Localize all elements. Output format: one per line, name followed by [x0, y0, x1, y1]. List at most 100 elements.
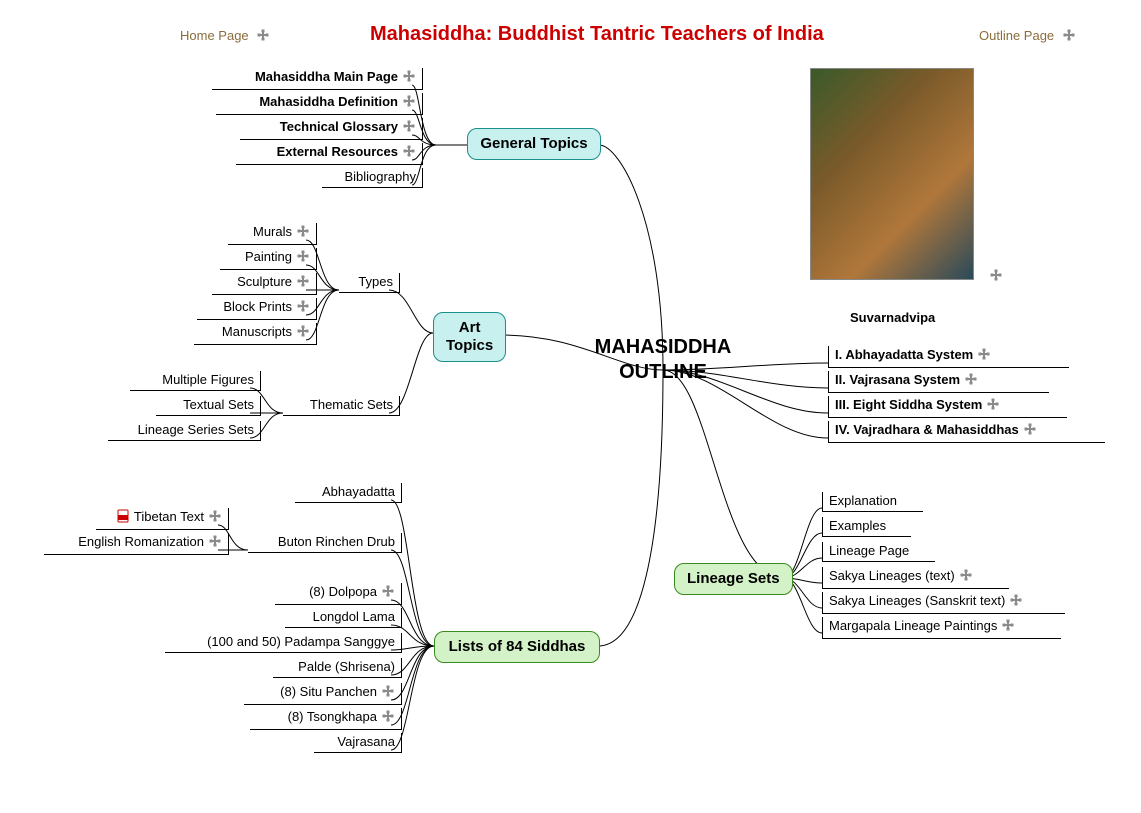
leaf-label: Textual Sets — [183, 397, 254, 412]
leaf-label: External Resources — [277, 144, 398, 159]
pdf-icon — [116, 509, 130, 526]
page-title: Mahasiddha: Buddhist Tantric Teachers of… — [370, 23, 824, 46]
system-3[interactable]: IV. Vajradhara & Mahasiddhas — [828, 421, 1105, 443]
art-type-0[interactable]: Murals — [228, 223, 317, 245]
art-sub-types[interactable]: Types — [339, 273, 400, 293]
expand-icon[interactable] — [989, 268, 1003, 287]
expand-icon[interactable] — [381, 684, 395, 701]
art-type-3[interactable]: Block Prints — [197, 298, 317, 320]
leaf-label: III. Eight Siddha System — [835, 397, 982, 412]
lists-item-4[interactable]: (100 and 50) Padampa Sanggye — [165, 633, 402, 653]
leaf-label: Technical Glossary — [280, 119, 398, 134]
thumbnail-image[interactable] — [810, 68, 974, 280]
leaf-label: Manuscripts — [222, 324, 292, 339]
leaf-label: Buton Rinchen Drub — [278, 534, 395, 549]
hub-general[interactable]: General Topics — [467, 128, 601, 160]
expand-icon[interactable] — [256, 28, 270, 45]
lists-item-1[interactable]: Buton Rinchen Drub — [248, 533, 402, 553]
leaf-label: Sculpture — [237, 274, 292, 289]
art-thematic-0[interactable]: Multiple Figures — [130, 371, 261, 391]
leaf-label: Abhayadatta — [322, 484, 395, 499]
system-1[interactable]: II. Vajrasana System — [828, 371, 1049, 393]
leaf-label: Mahasiddha Main Page — [255, 69, 398, 84]
expand-icon[interactable] — [296, 324, 310, 341]
hub-lineage[interactable]: Lineage Sets — [674, 563, 793, 595]
art-type-2[interactable]: Sculpture — [212, 273, 317, 295]
leaf-label: Lineage Series Sets — [138, 422, 254, 437]
leaf-label: Multiple Figures — [162, 372, 254, 387]
expand-icon[interactable] — [1001, 618, 1015, 635]
home-link[interactable]: Home Page — [180, 28, 270, 45]
lineage-item-1[interactable]: Examples — [822, 517, 911, 537]
expand-icon[interactable] — [977, 347, 991, 364]
expand-icon[interactable] — [402, 94, 416, 111]
leaf-label: (8) Situ Panchen — [280, 684, 377, 699]
mindmap-canvas: Mahasiddha: Buddhist Tantric Teachers of… — [0, 0, 1141, 813]
expand-icon[interactable] — [296, 249, 310, 266]
lineage-item-5[interactable]: Margapala Lineage Paintings — [822, 617, 1061, 639]
expand-icon[interactable] — [1062, 28, 1076, 45]
lineage-item-0[interactable]: Explanation — [822, 492, 923, 512]
leaf-label: (8) Dolpopa — [309, 584, 377, 599]
expand-icon[interactable] — [964, 372, 978, 389]
lists-item-0[interactable]: Abhayadatta — [295, 483, 402, 503]
lists-item-5[interactable]: Palde (Shrisena) — [273, 658, 402, 678]
hub-art[interactable]: ArtTopics — [433, 312, 506, 362]
general-item-1[interactable]: Mahasiddha Definition — [216, 93, 423, 115]
center-line2: OUTLINE — [619, 361, 707, 383]
expand-icon[interactable] — [402, 69, 416, 86]
leaf-label: IV. Vajradhara & Mahasiddhas — [835, 422, 1019, 437]
art-thematic-2[interactable]: Lineage Series Sets — [108, 421, 261, 441]
expand-icon[interactable] — [959, 568, 973, 585]
lists-item-3[interactable]: Longdol Lama — [285, 608, 402, 628]
leaf-label: Longdol Lama — [313, 609, 395, 624]
art-type-1[interactable]: Painting — [220, 248, 317, 270]
lineage-item-3[interactable]: Sakya Lineages (text) — [822, 567, 1009, 589]
art-thematic-1[interactable]: Textual Sets — [156, 396, 261, 416]
expand-icon[interactable] — [381, 584, 395, 601]
outline-link-label: Outline Page — [979, 28, 1054, 43]
expand-icon[interactable] — [402, 119, 416, 136]
leaf-label: Explanation — [829, 493, 897, 508]
leaf-label: (100 and 50) Padampa Sanggye — [207, 634, 395, 649]
lists-item-2[interactable]: (8) Dolpopa — [275, 583, 402, 605]
system-0[interactable]: I. Abhayadatta System — [828, 346, 1069, 368]
system-2[interactable]: III. Eight Siddha System — [828, 396, 1067, 418]
outline-link[interactable]: Outline Page — [979, 28, 1076, 45]
leaf-label: Murals — [253, 224, 292, 239]
leaf-label: Thematic Sets — [310, 397, 393, 412]
expand-icon[interactable] — [381, 709, 395, 726]
lists-item-8[interactable]: Vajrasana — [314, 733, 402, 753]
leaf-label: Palde (Shrisena) — [298, 659, 395, 674]
buton-sub-1[interactable]: English Romanization — [44, 533, 229, 555]
art-type-4[interactable]: Manuscripts — [194, 323, 317, 345]
lists-item-6[interactable]: (8) Situ Panchen — [244, 683, 402, 705]
expand-icon[interactable] — [296, 299, 310, 316]
expand-icon[interactable] — [208, 509, 222, 526]
leaf-label: Types — [358, 274, 393, 289]
leaf-label: Sakya Lineages (Sanskrit text) — [829, 593, 1005, 608]
buton-sub-0[interactable]: Tibetan Text — [96, 508, 229, 530]
expand-icon[interactable] — [1009, 593, 1023, 610]
leaf-label: Tibetan Text — [134, 509, 204, 524]
expand-icon[interactable] — [296, 224, 310, 241]
lineage-item-4[interactable]: Sakya Lineages (Sanskrit text) — [822, 592, 1065, 614]
center-node: MAHASIDDHA OUTLINE — [573, 335, 753, 385]
general-item-2[interactable]: Technical Glossary — [240, 118, 423, 140]
lists-item-7[interactable]: (8) Tsongkhapa — [250, 708, 402, 730]
lineage-item-2[interactable]: Lineage Page — [822, 542, 935, 562]
art-sub-thematic[interactable]: Thematic Sets — [283, 396, 400, 416]
leaf-label: Sakya Lineages (text) — [829, 568, 955, 583]
expand-icon[interactable] — [402, 144, 416, 161]
expand-icon[interactable] — [296, 274, 310, 291]
general-item-0[interactable]: Mahasiddha Main Page — [212, 68, 423, 90]
leaf-label: II. Vajrasana System — [835, 372, 960, 387]
leaf-label: I. Abhayadatta System — [835, 347, 973, 362]
expand-icon[interactable] — [986, 397, 1000, 414]
expand-icon[interactable] — [208, 534, 222, 551]
leaf-label: (8) Tsongkhapa — [288, 709, 377, 724]
general-item-3[interactable]: External Resources — [236, 143, 423, 165]
general-item-4[interactable]: Bibliography — [322, 168, 423, 188]
hub-lists[interactable]: Lists of 84 Siddhas — [434, 631, 600, 663]
expand-icon[interactable] — [1023, 422, 1037, 439]
